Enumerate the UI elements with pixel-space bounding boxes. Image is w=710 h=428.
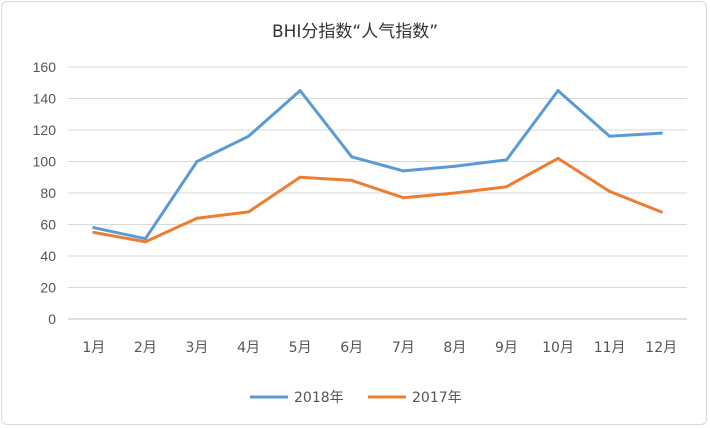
data-point [247, 210, 251, 214]
data-point [556, 156, 560, 160]
data-point [298, 89, 302, 93]
data-point [556, 89, 560, 93]
x-axis-ticks: 1月 2月 3月 4月 5月 6月 7月 8月 9月 10月 11月 12月 [82, 340, 677, 356]
data-point [453, 191, 457, 195]
y-tick-label: 20 [40, 280, 56, 296]
x-tick-label: 2月 [134, 340, 157, 356]
data-point [659, 131, 663, 135]
data-point [504, 158, 508, 162]
legend: 2018年 2017年 [250, 390, 462, 406]
series-line [92, 89, 663, 241]
data-point [247, 134, 251, 138]
y-tick-label: 0 [48, 311, 56, 327]
data-point [504, 185, 508, 189]
data-point [143, 237, 147, 241]
data-point [350, 178, 354, 182]
data-point [401, 196, 405, 200]
x-tick-label: 3月 [185, 340, 208, 356]
data-point [143, 240, 147, 244]
y-tick-label: 140 [33, 91, 57, 107]
legend-label: 2017年 [412, 390, 462, 406]
series-lines [92, 89, 663, 244]
x-tick-label: 7月 [392, 340, 415, 356]
data-point [350, 155, 354, 159]
x-tick-label: 1月 [82, 340, 105, 356]
data-point [401, 169, 405, 173]
data-point [195, 216, 199, 220]
series-line [92, 156, 663, 244]
data-point [608, 134, 612, 138]
data-point [659, 210, 663, 214]
data-point [195, 160, 199, 163]
y-axis-ticks: 0 20 40 60 80 100 120 140 160 [33, 59, 57, 327]
x-tick-label: 5月 [289, 340, 312, 356]
y-tick-label: 120 [33, 122, 57, 138]
x-tick-label: 11月 [594, 340, 626, 356]
chart-title: BHI分指数“人气指数” [272, 22, 438, 42]
data-point [92, 226, 96, 230]
x-tick-label: 4月 [237, 340, 260, 356]
data-point [608, 189, 612, 193]
data-point [453, 164, 457, 168]
x-tick-label: 8月 [443, 340, 466, 356]
data-point [298, 175, 302, 179]
x-tick-label: 10月 [542, 340, 574, 356]
y-tick-label: 60 [40, 217, 56, 233]
y-tick-label: 160 [33, 59, 57, 75]
y-tick-label: 40 [40, 248, 56, 264]
x-tick-label: 6月 [340, 340, 363, 356]
data-point [92, 230, 96, 234]
y-tick-label: 80 [40, 185, 56, 201]
x-tick-label: 9月 [495, 340, 518, 356]
gridlines [68, 66, 687, 320]
legend-label: 2018年 [294, 390, 344, 406]
x-tick-label: 12月 [645, 340, 677, 356]
y-tick-label: 100 [33, 154, 57, 170]
